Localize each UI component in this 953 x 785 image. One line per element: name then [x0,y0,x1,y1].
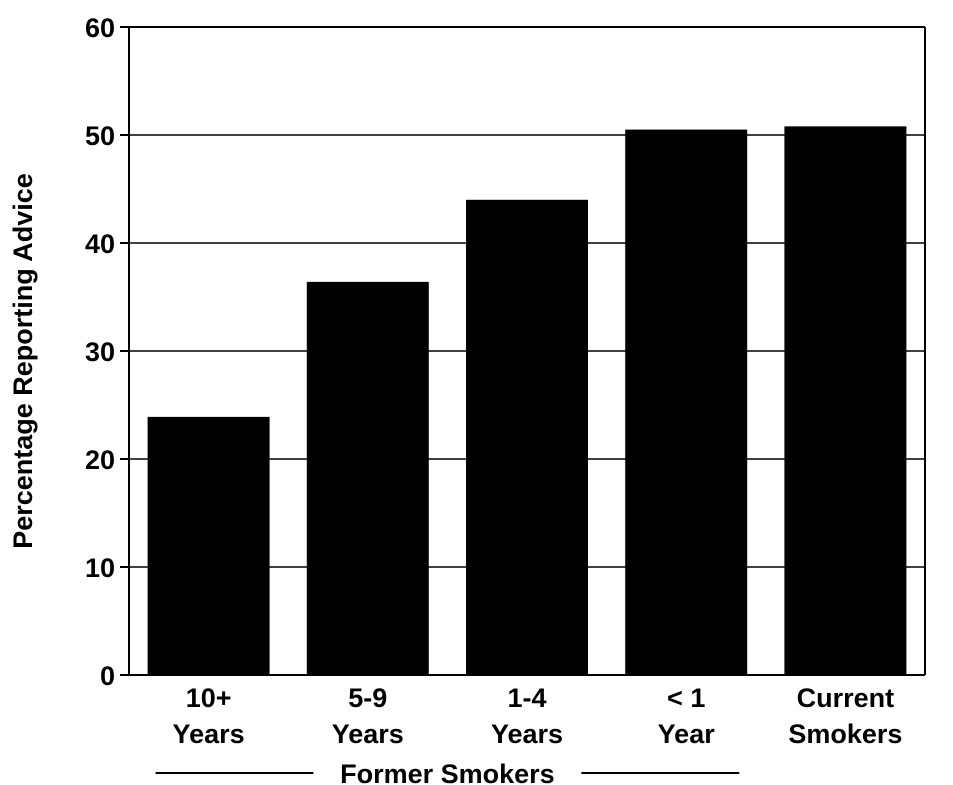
x-category-label-3: < 1 Year [658,683,716,749]
group-label-former-smokers: Former Smokers [340,759,555,785]
y-tick-label-60: 60 [85,13,115,43]
y-tick-label-0: 0 [100,661,115,691]
x-category-label-0: 10+ Years [173,683,245,749]
y-tick-label-10: 10 [85,553,115,583]
y-tick-label-50: 50 [85,121,115,151]
x-category-label-2: 1-4 Years [491,683,563,749]
bar-3 [625,129,748,676]
bar-4 [784,126,907,676]
y-tick-label-40: 40 [85,229,115,259]
axes [120,26,926,676]
bars [147,126,907,676]
x-category-label-1: 5-9 Years [332,683,404,749]
bar-0 [147,416,270,675]
y-tick-label-30: 30 [85,337,115,367]
bar-1 [306,281,429,675]
y-tick-labels: 0 10 20 30 40 50 60 [85,13,115,691]
y-axis-label: Percentage Reporting Advice [8,173,38,549]
x-category-labels: 10+ Years 5-9 Years 1-4 Years < 1 Year Current Sm… [173,683,903,749]
y-tick-label-20: 20 [85,445,115,475]
x-category-label-4: Current Smokers [788,683,902,749]
group-bracket: Former Smokers [155,759,740,785]
bar-2 [466,199,588,676]
